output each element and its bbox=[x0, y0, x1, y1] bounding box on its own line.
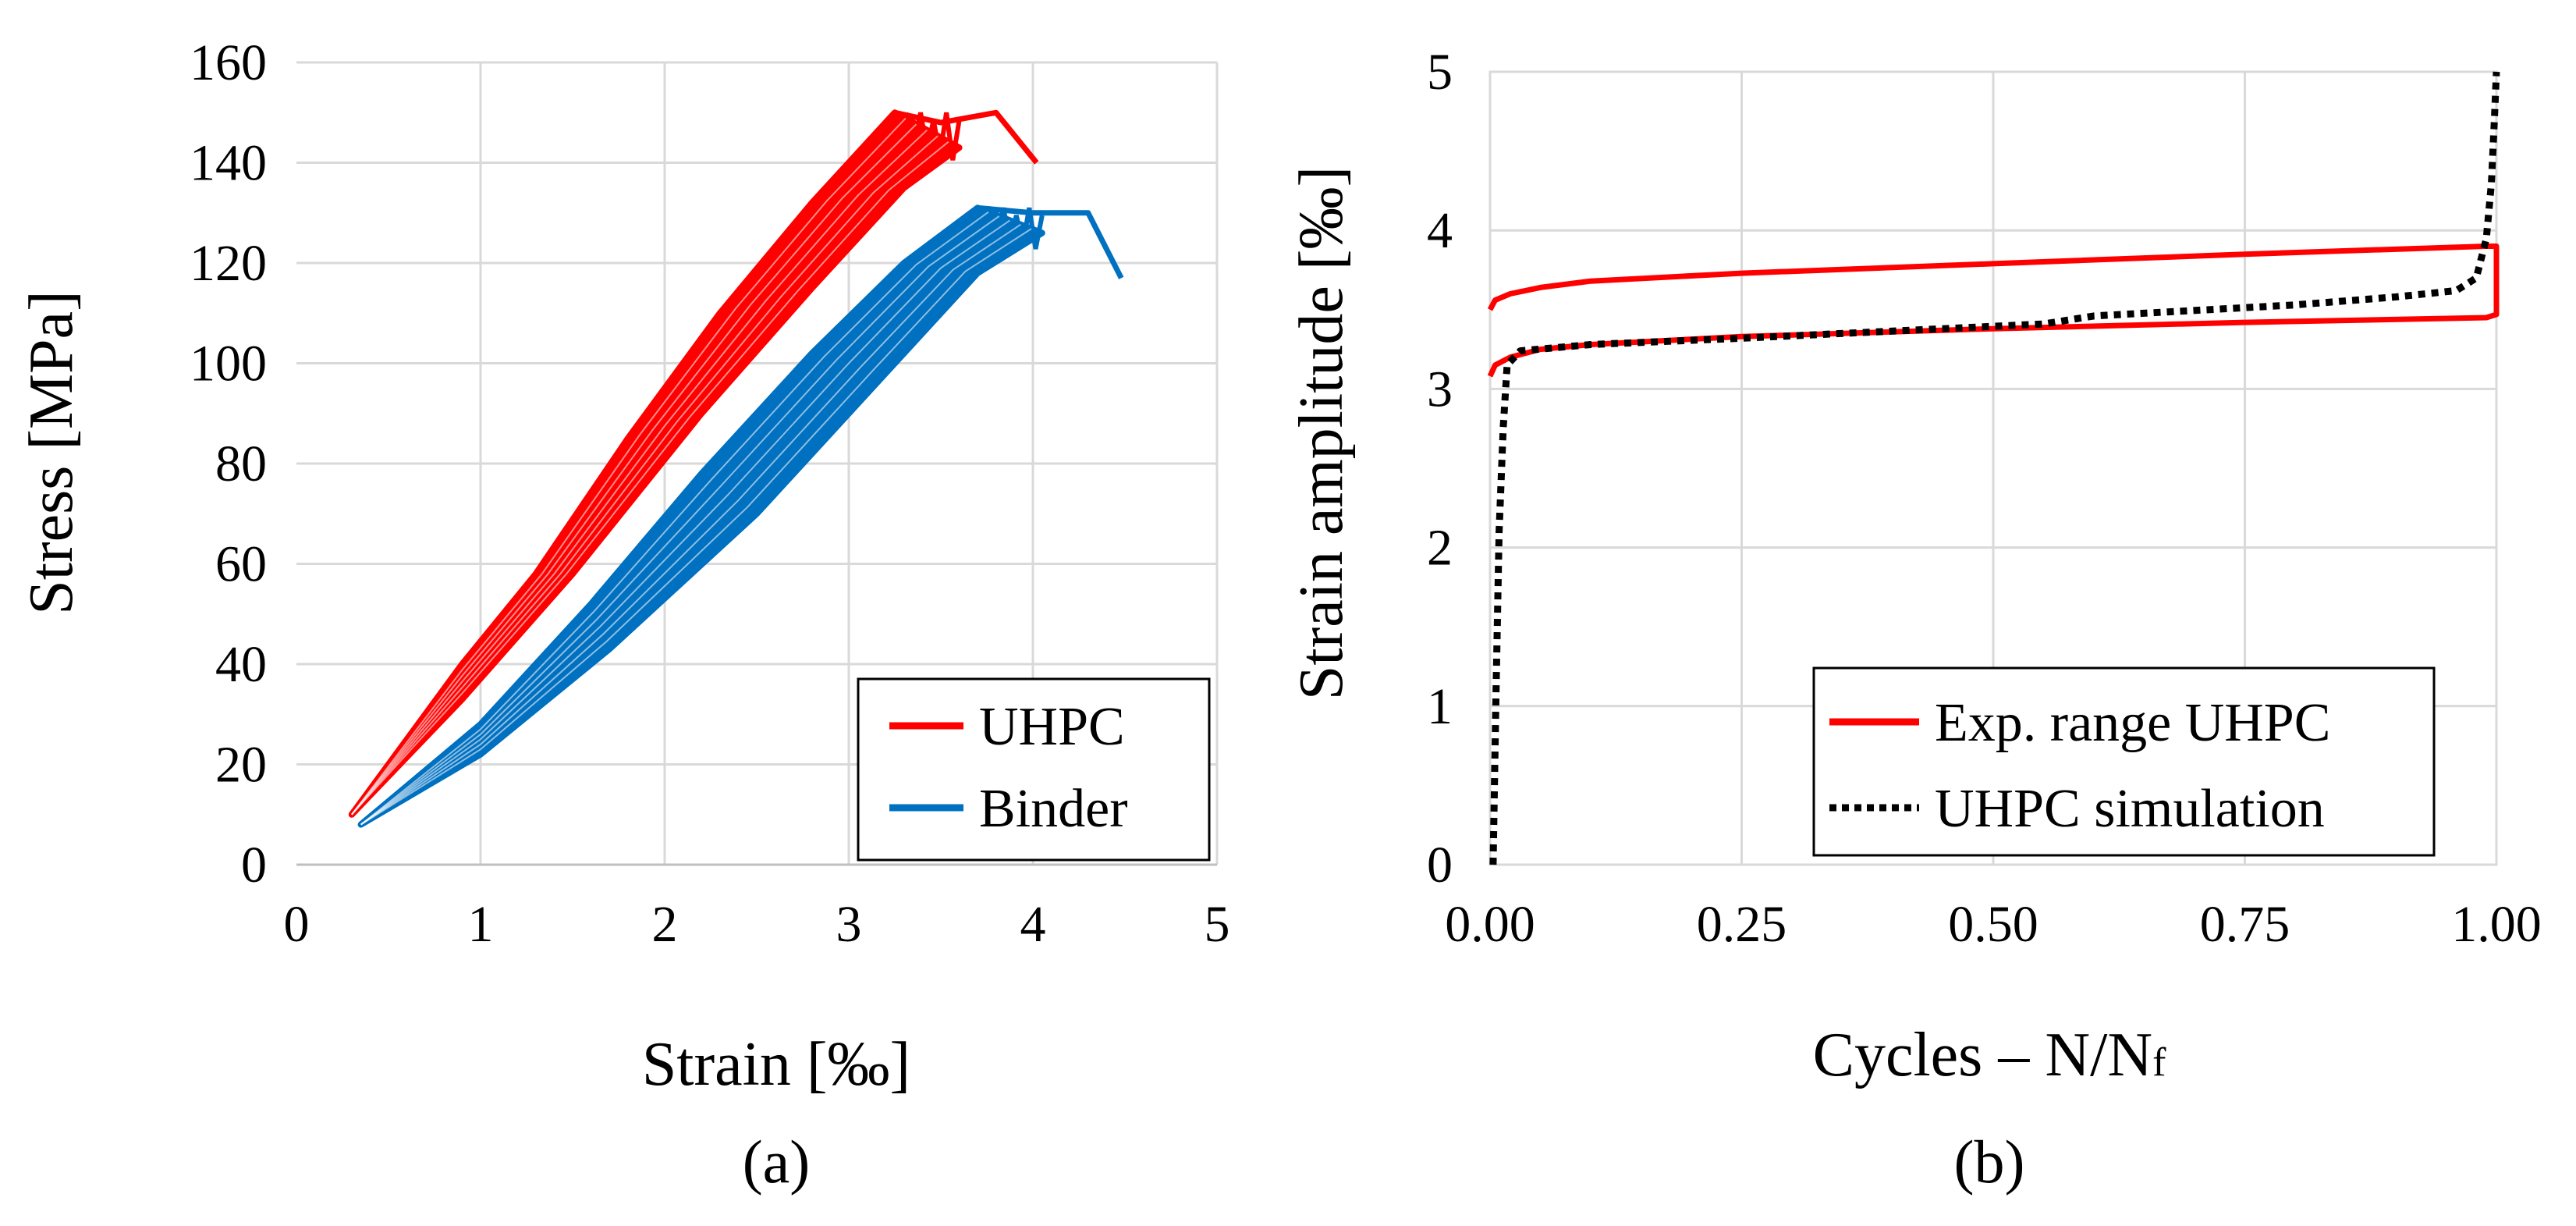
chart-b-x-ticks: 0.00 0.25 0.50 0.75 1.00 bbox=[1445, 896, 2542, 953]
chart-b-y-tick-label: 2 bbox=[1427, 520, 1453, 577]
chart-a-y-ticks: 0 20 40 60 80 100 120 140 160 bbox=[190, 34, 267, 894]
series-streak-binder bbox=[360, 215, 1000, 826]
legend-label-exp-range: Exp. range UHPC bbox=[1935, 693, 2330, 753]
chart-b-x-tick-label: 0.75 bbox=[2200, 896, 2290, 953]
chart-b-x-label-sub: f bbox=[2152, 1040, 2166, 1085]
chart-a-data bbox=[348, 109, 1124, 828]
chart-a-y-tick-label: 160 bbox=[190, 34, 267, 91]
chart-a-x-tick-label: 0 bbox=[284, 896, 310, 953]
chart-a-x-tick-label: 3 bbox=[836, 896, 862, 953]
chart-b-x-tick-label: 0.25 bbox=[1697, 896, 1787, 953]
series-streak-uhpc bbox=[351, 140, 949, 816]
chart-b-y-tick-label: 4 bbox=[1427, 202, 1453, 259]
chart-b-plot-frame bbox=[1488, 70, 2498, 866]
chart-b-caption: (b) bbox=[1954, 1128, 2025, 1196]
chart-b-y-label: Strain amplitude [‰] bbox=[1287, 166, 1356, 700]
chart-b-legend-box bbox=[1812, 666, 2436, 857]
series-streak-binder bbox=[360, 219, 1011, 826]
chart-a-legend-box bbox=[857, 677, 1211, 862]
chart-a-y-tick-label: 120 bbox=[190, 235, 267, 292]
series-peak-tail-binder bbox=[977, 204, 1124, 279]
chart-a-legend: UHPC Binder bbox=[857, 677, 1211, 862]
series-upper-edge-uhpc bbox=[349, 110, 897, 817]
chart-a-y-tick-label: 80 bbox=[215, 435, 267, 492]
chart-a-x-ticks: 0 1 2 3 4 5 bbox=[284, 896, 1230, 953]
chart-b-y-tick-label: 3 bbox=[1427, 361, 1453, 418]
series-streak-binder bbox=[360, 223, 1021, 826]
chart-a-y-tick-label: 140 bbox=[190, 135, 267, 192]
chart-b-x-tick-label: 0.00 bbox=[1445, 896, 1535, 953]
series-streak-uhpc bbox=[351, 118, 907, 816]
chart-b-x-tick-label: 0.50 bbox=[1948, 896, 2038, 953]
chart-a-x-tick-label: 1 bbox=[468, 896, 494, 953]
legend-label-simulation: UHPC simulation bbox=[1935, 779, 2325, 839]
chart-b-x-label: Cycles – N/Nf bbox=[1813, 1021, 2167, 1089]
chart-b-x-label-main: Cycles – N/N bbox=[1813, 1021, 2153, 1089]
series-peak-tail-uhpc bbox=[894, 109, 1039, 165]
chart-a-y-label: Stress [MPa] bbox=[17, 290, 86, 615]
series-streak-uhpc bbox=[351, 123, 917, 816]
chart-a-x-label: Strain [‰] bbox=[642, 1030, 910, 1099]
chart-b-data bbox=[1487, 71, 2500, 865]
chart-b-y-tick-label: 0 bbox=[1427, 837, 1453, 894]
chart-b-x-tick-label: 1.00 bbox=[2451, 896, 2542, 953]
chart-a-x-tick-label: 5 bbox=[1205, 896, 1230, 953]
chart-b-y-tick-label: 1 bbox=[1427, 678, 1453, 735]
legend-label-binder: Binder bbox=[979, 779, 1128, 839]
chart-b: 0.00 0.25 0.50 0.75 1.00 0 1 2 3 4 5 Cycles – N/N… bbox=[1287, 44, 2542, 1196]
chart-a-x-tick-label: 2 bbox=[652, 896, 678, 953]
chart-b-legend: Exp. range UHPC UHPC simulation bbox=[1812, 666, 2436, 857]
series-streak-uhpc bbox=[351, 135, 939, 816]
chart-a-y-tick-label: 60 bbox=[215, 536, 267, 593]
series-upper-edge-binder bbox=[359, 205, 980, 827]
legend-label-uhpc: UHPC bbox=[979, 697, 1125, 757]
series-lower-edge-uhpc bbox=[349, 144, 961, 817]
series-lower-edge-binder bbox=[359, 230, 1044, 828]
series-streak-binder bbox=[360, 228, 1032, 826]
chart-a-caption: (a) bbox=[743, 1128, 811, 1196]
chart-b-y-ticks: 0 1 2 3 4 5 bbox=[1427, 44, 1453, 894]
series-streak-binder bbox=[360, 211, 989, 826]
chart-a-y-tick-label: 40 bbox=[215, 636, 267, 693]
chart-a-y-tick-label: 20 bbox=[215, 737, 267, 794]
chart-a-y-tick-label: 0 bbox=[241, 837, 267, 894]
chart-a-x-tick-label: 4 bbox=[1020, 896, 1046, 953]
series-streak-uhpc bbox=[351, 129, 928, 816]
chart-b-y-tick-label: 5 bbox=[1427, 44, 1453, 101]
chart-a-y-tick-label: 100 bbox=[190, 336, 267, 393]
series-peak-jag-uhpc bbox=[892, 112, 962, 161]
